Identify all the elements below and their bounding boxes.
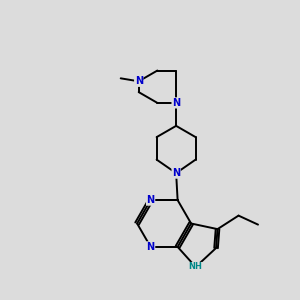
Text: NH: NH	[189, 262, 202, 272]
Text: N: N	[147, 242, 155, 252]
Text: N: N	[135, 76, 143, 86]
Text: N: N	[147, 195, 155, 205]
Text: N: N	[172, 168, 180, 178]
Text: N: N	[172, 98, 180, 108]
